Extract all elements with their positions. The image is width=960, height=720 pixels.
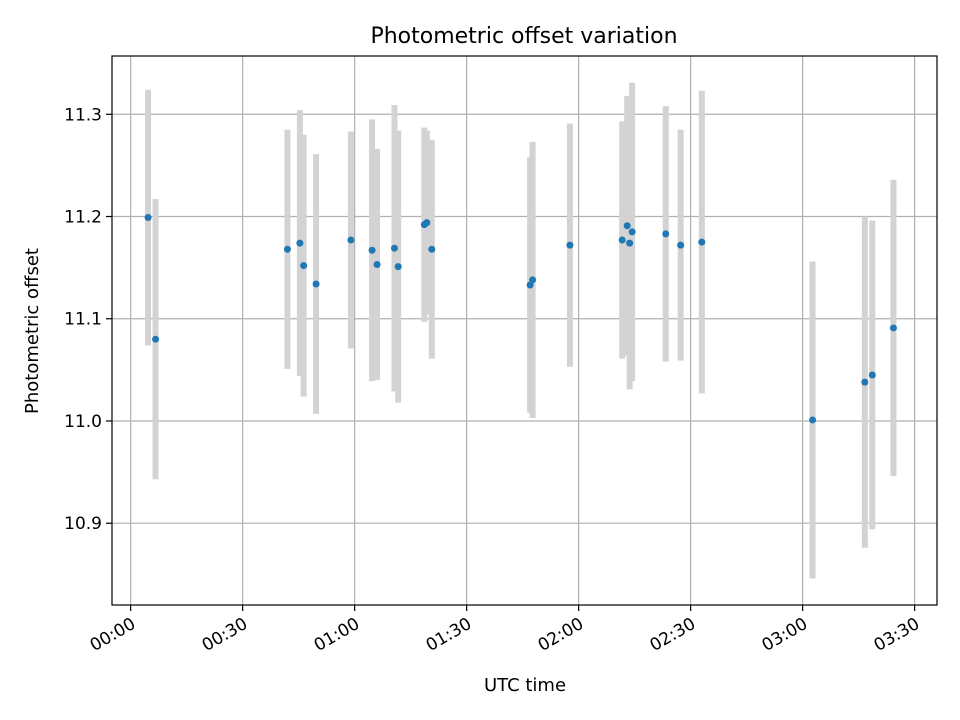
data-point <box>677 241 685 249</box>
y-tick-label: 10.9 <box>64 514 102 534</box>
data-point <box>347 236 355 244</box>
data-point <box>144 214 152 222</box>
data-point <box>390 244 398 252</box>
data-point <box>394 263 402 271</box>
x-axis-label: UTC time <box>484 675 566 696</box>
y-tick-label: 11.2 <box>64 208 102 228</box>
data-point <box>428 245 436 253</box>
data-point <box>368 246 376 254</box>
y-axis-label: Photometric offset <box>22 248 43 414</box>
data-point <box>623 222 631 230</box>
grid-lines <box>112 56 937 605</box>
data-points <box>144 214 897 424</box>
data-point <box>626 239 634 247</box>
data-point <box>698 238 706 246</box>
chart-title: Photometric offset variation <box>370 24 677 49</box>
y-tick-label: 11.0 <box>64 412 102 432</box>
data-point <box>809 416 817 424</box>
data-point <box>868 371 876 379</box>
data-point <box>861 378 869 386</box>
y-tick-label: 11.1 <box>64 310 102 330</box>
data-point <box>529 276 537 284</box>
plot-frame <box>111 55 938 606</box>
data-point <box>283 245 291 253</box>
data-point <box>566 241 574 249</box>
data-point <box>300 262 308 270</box>
data-point <box>662 230 670 238</box>
data-point <box>152 335 160 343</box>
data-point <box>423 219 431 227</box>
data-point <box>296 239 304 247</box>
y-axis-ticks: 10.9 11.0 11.1 11.2 11.3 <box>64 105 112 534</box>
data-point <box>373 261 381 269</box>
data-point <box>312 280 320 288</box>
data-point <box>618 236 626 244</box>
data-point <box>628 228 636 236</box>
data-point <box>889 324 897 332</box>
y-tick-label: 11.3 <box>64 105 102 125</box>
